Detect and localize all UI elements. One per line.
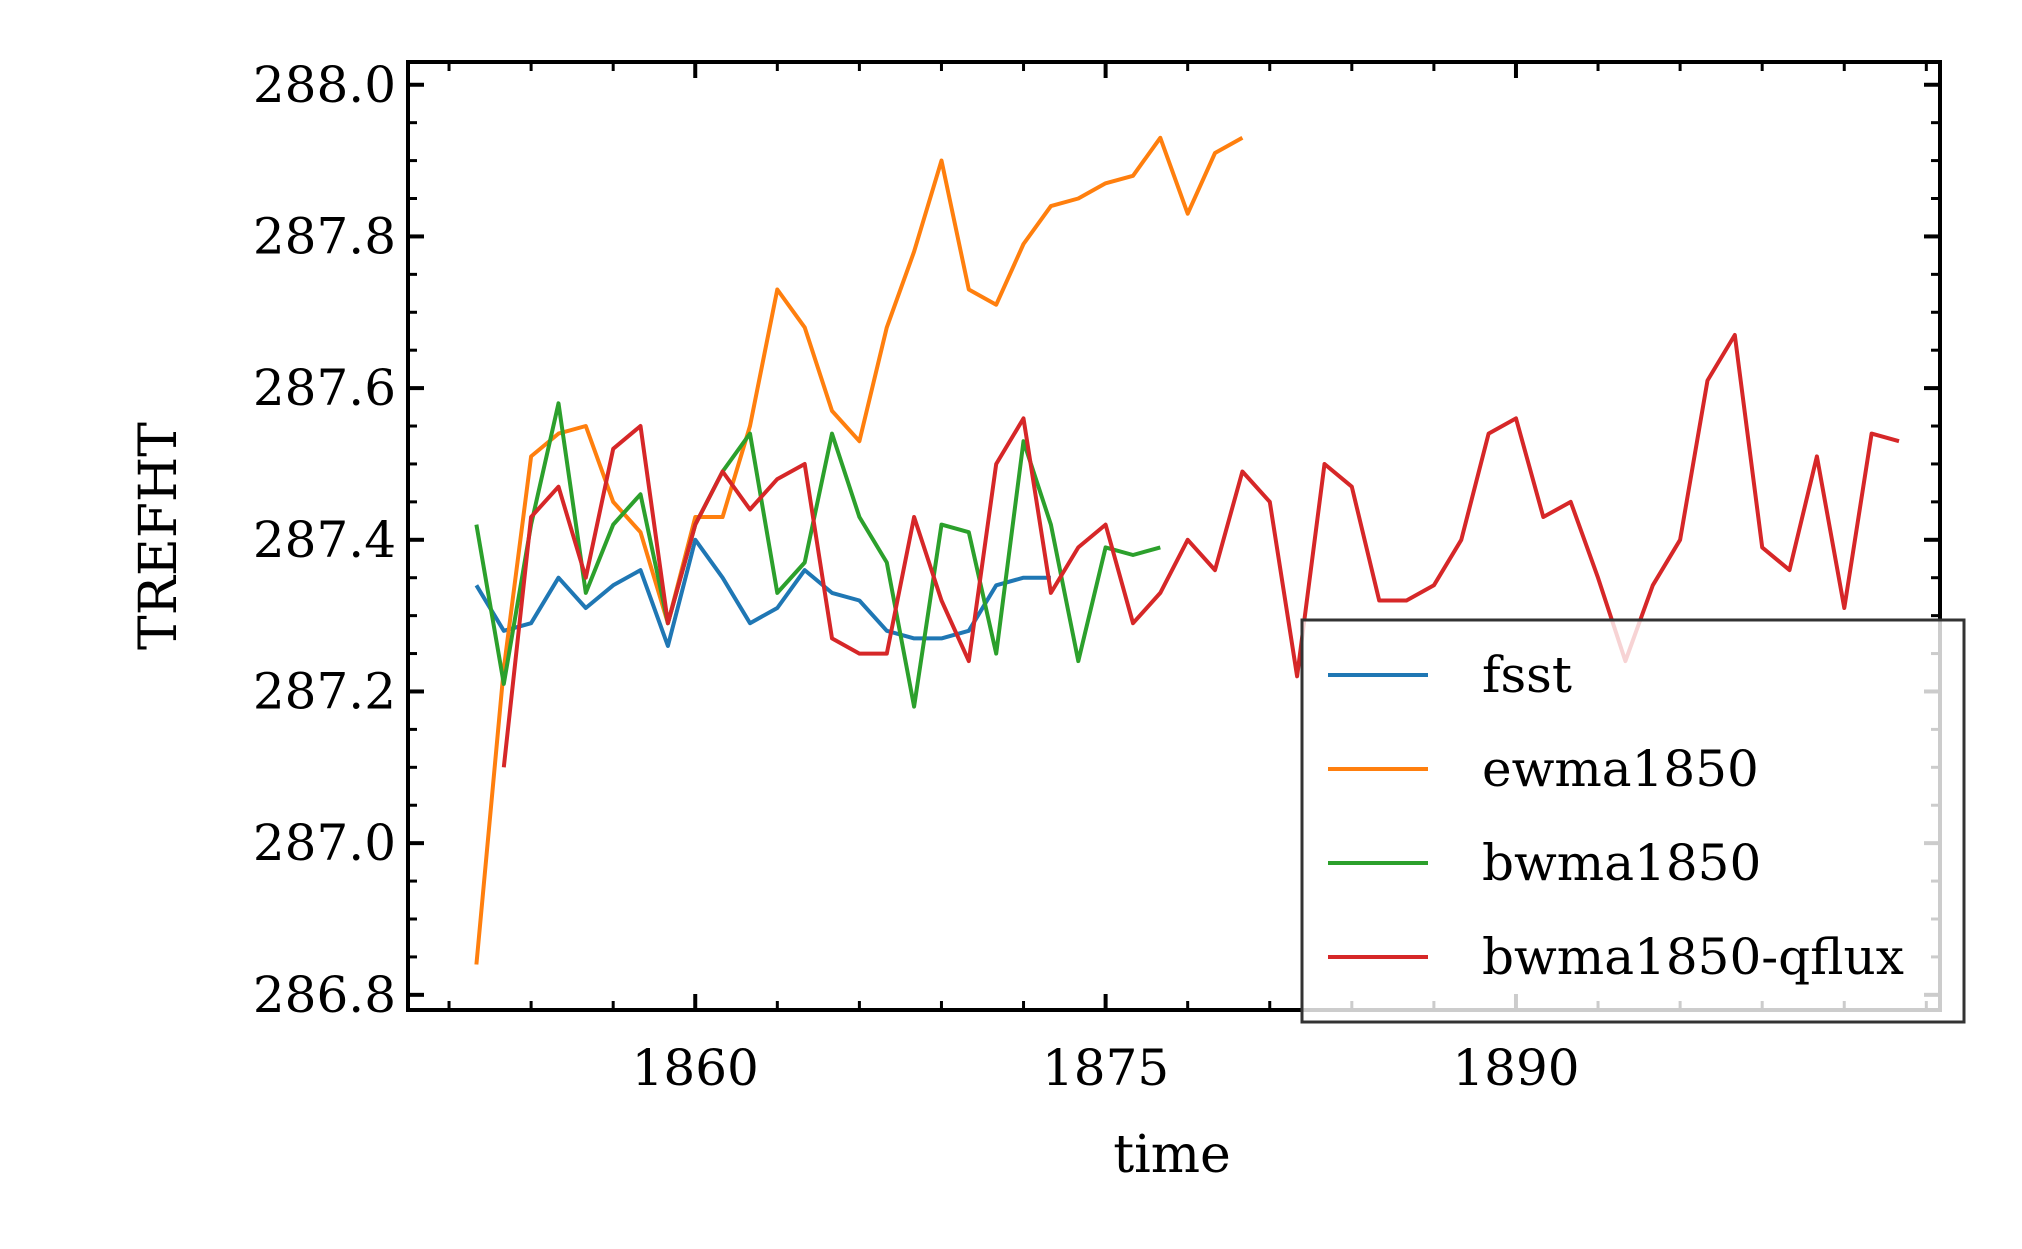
legend-entries: fsst ewma1850 bwma1850 bwma1850-qflux [1328, 646, 1904, 986]
series-line-bwma1850-qflux [501, 333, 1900, 768]
legend-label: ewma1850 [1482, 740, 1759, 798]
legend: fsst ewma1850 bwma1850 bwma1850-qflux [1300, 618, 1966, 1024]
legend-entry-fsst: fsst [1328, 646, 1572, 704]
y-tick-label: 287.4 [253, 511, 396, 569]
series-layer [474, 135, 1900, 965]
y-axis-label: TREFHT [129, 422, 189, 650]
y-tick-label: 288.0 [253, 56, 396, 114]
x-tick-label: 1860 [632, 1039, 759, 1097]
y-tick-label: 287.6 [253, 359, 396, 417]
x-axis-label: time [1113, 1125, 1231, 1185]
legend-label: fsst [1482, 646, 1572, 704]
x-tick-labels: 1860 1875 1890 [632, 1039, 1580, 1097]
legend-entry-ewma1850: ewma1850 [1328, 740, 1759, 798]
legend-label: bwma1850-qflux [1482, 928, 1904, 986]
series-line-ewma1850 [474, 135, 1244, 965]
y-tick-label: 287.0 [253, 814, 396, 872]
legend-label: bwma1850 [1482, 834, 1761, 892]
y-tick-label: 286.8 [253, 966, 396, 1024]
series-line-bwma1850 [474, 401, 1161, 709]
x-tick-label: 1890 [1452, 1039, 1579, 1097]
y-tick-label: 287.8 [253, 207, 396, 265]
legend-entry-bwma1850: bwma1850 [1328, 834, 1761, 892]
x-tick-label: 1875 [1042, 1039, 1169, 1097]
y-tick-label: 287.2 [253, 662, 396, 720]
legend-entry-bwma1850-qflux: bwma1850-qflux [1328, 928, 1904, 986]
y-tick-labels: 286.8 287.0 287.2 287.4 287.6 287.8 288.0 [253, 56, 396, 1024]
plot-frame [406, 60, 1942, 1012]
